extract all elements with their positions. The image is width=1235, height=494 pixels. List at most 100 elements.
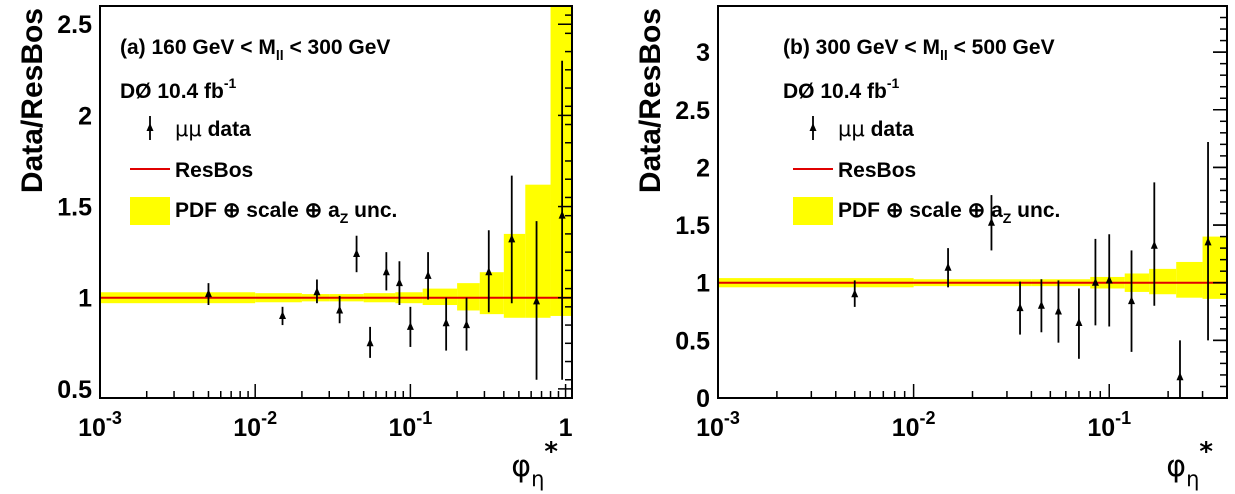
x-tick-label: 10-1 [1087,408,1131,442]
x-tick-label: 10-2 [233,408,277,442]
data-point [1091,238,1099,326]
legend-band-swatch [130,197,170,225]
panel-title: (a) 160 GeV < Mll < 300 GeV [120,36,390,63]
band-segment [1176,261,1203,298]
y-axis-label: Data/ResBos [16,8,49,193]
marker-triangle [1054,306,1062,315]
data-point [508,175,516,304]
data-point [1075,288,1083,359]
marker-triangle [987,217,995,226]
marker-triangle [851,289,859,298]
marker-triangle [1176,372,1184,381]
data-point [382,252,390,291]
y-axis-label: Data/ResBos [634,8,667,193]
data-point [336,295,344,324]
y-tick-label: 0.5 [57,376,92,404]
x-tick-label: 10-3 [696,408,740,442]
data-point [204,283,212,306]
y-tick-label: 0.5 [675,327,710,355]
experiment-label: DØ 10.4 fb-1 [783,75,900,103]
legend-line-label: ResBos [838,159,916,182]
marker-triangle [279,310,287,319]
data-point [1016,281,1024,335]
marker-triangle [463,320,471,329]
data-point [1176,340,1184,398]
x-axis-label: φη* [1166,437,1213,491]
legend-data-label: μμ data [175,117,251,141]
data-point [944,248,952,288]
panel-b: 0 0.5 1 1.5 2 2.5 3 10-3 10-2 10-1 Data/ResBos φη* (… [634,5,1228,491]
y-tick-label: 3 [696,39,710,67]
marker-triangle [382,267,390,276]
data-point [1150,182,1158,306]
x-tick-label: 10-3 [78,408,122,442]
y-tick-label: 1 [696,270,710,298]
marker-triangle [1128,296,1136,305]
data-point [1128,250,1136,352]
data-point [424,252,432,300]
data-point [442,297,450,351]
data-point [313,279,321,304]
y-tick-label: 1.5 [675,212,710,240]
legend-band-label: PDF ⊕ scale ⊕ aZ unc. [175,199,397,226]
marker-triangle [406,321,414,330]
marker-triangle [395,278,403,287]
marker-triangle [944,262,952,271]
marker-triangle [533,296,541,305]
band-segment [1202,236,1227,299]
marker-triangle [204,289,212,298]
data-point [987,195,995,251]
data-point [1037,279,1045,333]
panel-a: 0.5 1 1.5 2 2.5 10-3 10-2 10-1 1 Data/ResBos φη* (a… [16,5,573,491]
data-point [485,230,493,313]
legend-band-swatch [793,197,833,225]
legend-marker [146,123,154,131]
data-point [279,306,287,326]
y-tick-label: 0 [696,385,710,413]
band-segment [525,184,551,318]
legend-marker [809,123,817,131]
marker-triangle [1204,237,1212,246]
marker-triangle [336,305,344,314]
data-point [395,261,403,306]
data-point [851,280,859,307]
y-tick-label: 1.5 [57,194,92,222]
data-point [366,326,374,358]
legend-band-label: PDF ⊕ scale ⊕ aZ unc. [838,199,1060,226]
data-point [463,297,471,351]
panel-title: (b) 300 GeV < Mll < 500 GeV [783,36,1055,63]
data-point [558,60,566,380]
data-point [533,221,541,380]
band-segment [503,233,526,318]
y-tick-label: 2.5 [57,11,92,39]
x-axis-label: φη* [511,437,558,491]
marker-triangle [424,270,432,279]
marker-triangle [558,210,566,219]
experiment-label: DØ 10.4 fb-1 [120,75,237,103]
x-tick-label: 1 [559,414,573,442]
marker-triangle [353,248,361,257]
marker-triangle [442,318,450,327]
data-point [1054,280,1062,343]
band-segment [1149,268,1177,295]
marker-triangle [1091,277,1099,286]
data-point [1105,234,1113,327]
marker-triangle [1016,303,1024,312]
y-tick-label: 2 [696,154,710,182]
plot-frame [99,5,573,399]
data-point [406,306,414,347]
marker-triangle [366,338,374,347]
marker-triangle [1105,275,1113,284]
legend-data-label: μμ data [838,117,914,141]
marker-triangle [1150,240,1158,249]
band-segment [479,272,504,315]
y-tick-label: 1 [78,285,92,313]
data-point [1204,142,1212,341]
x-tick-label: 10-2 [892,408,936,442]
marker-triangle [1037,300,1045,309]
y-tick-label: 2.5 [675,97,710,125]
marker-triangle [1075,318,1083,327]
legend-line-label: ResBos [175,159,253,182]
marker-triangle [485,267,493,276]
